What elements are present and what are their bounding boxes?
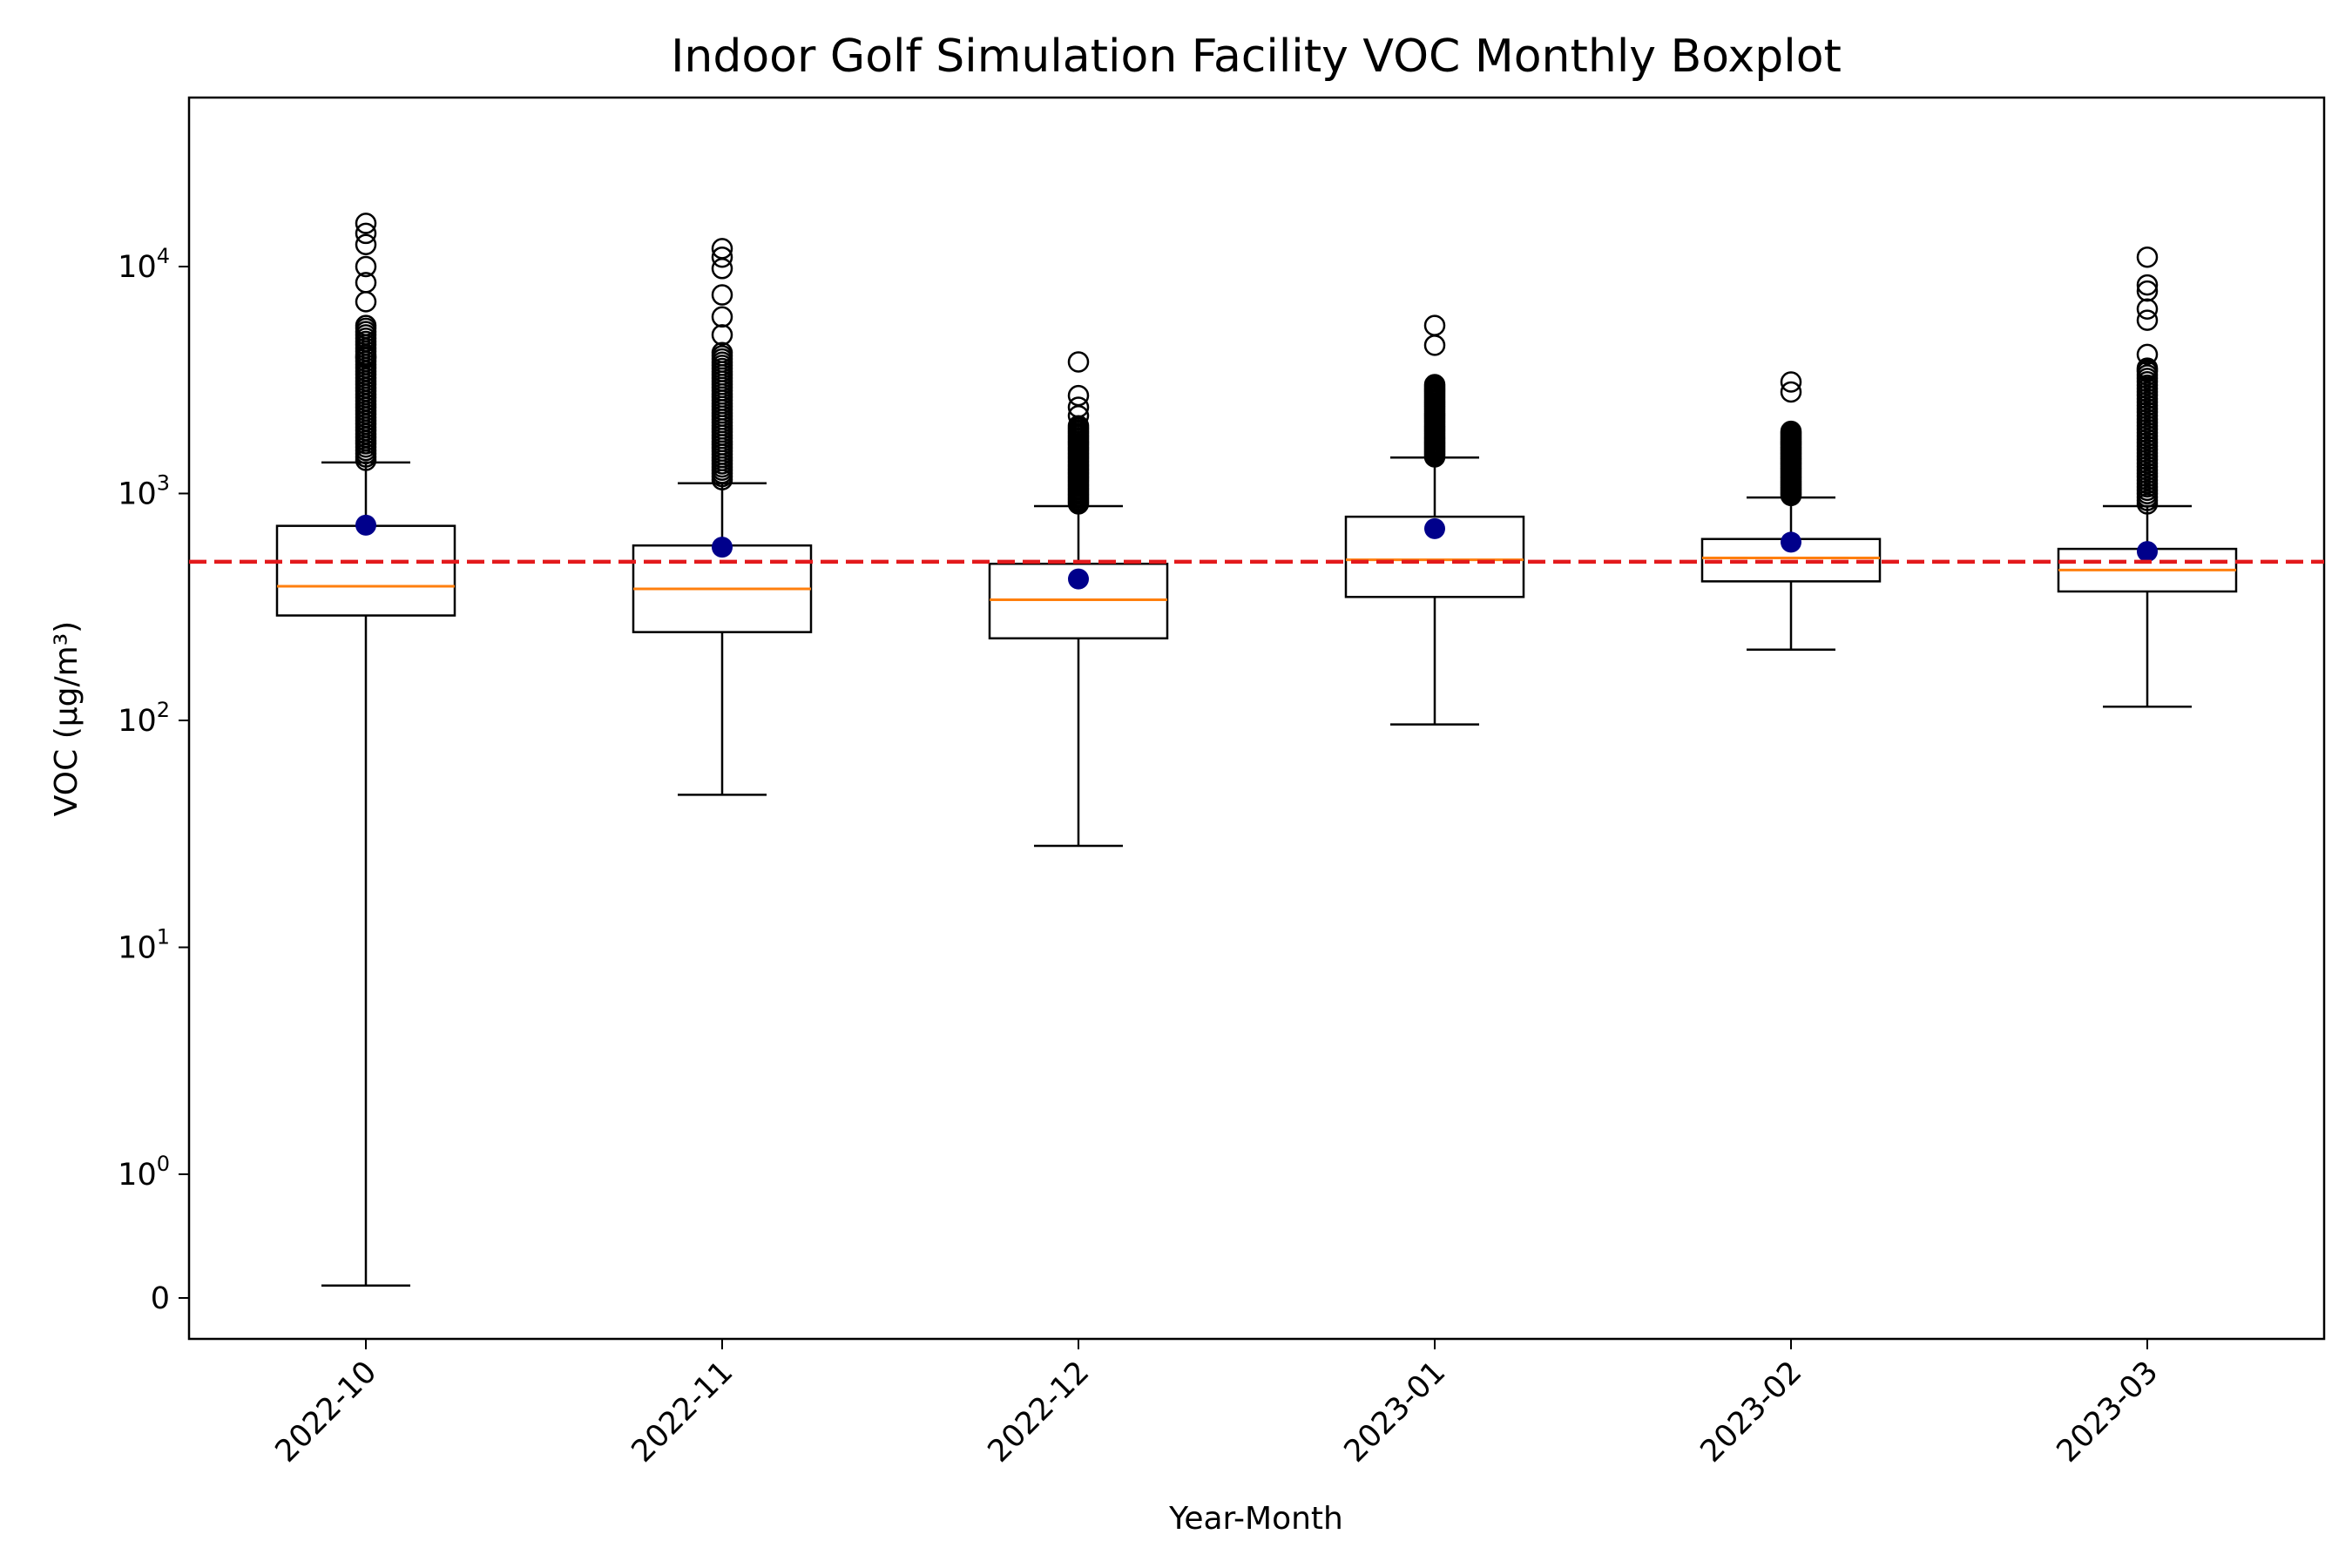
iqr-box [1344,515,1525,598]
y-tick-base: 0 [151,1281,170,1316]
y-tick-exponent: 0 [157,1152,170,1176]
mean-marker [1068,568,1089,590]
plot-frame [187,96,2326,1341]
mean-marker [355,514,376,536]
outlier-point [355,291,377,313]
y-tick-label: 0 [151,1281,170,1316]
outlier-point [355,255,377,278]
outlier-point [711,238,733,260]
outlier-point [2136,343,2159,366]
outlier-point [355,272,377,294]
y-tick-label: 101 [118,925,170,966]
outlier-point [355,222,377,245]
outlier-point [2136,309,2159,331]
box-group-2022-12 [988,351,1169,848]
y-tick-label: 100 [118,1152,170,1193]
y-tick-base: 10 [118,477,157,512]
y-tick-exponent: 1 [157,925,170,950]
y-tick-exponent: 3 [157,471,170,496]
outlier-point [711,258,733,280]
mean-marker [1781,531,1801,553]
outlier-point [1780,381,1802,403]
outlier-point [1780,371,1802,393]
outlier-point [2136,359,2159,382]
y-tick-exponent: 4 [157,244,170,268]
box-group-2023-02 [1700,371,1882,652]
x-axis-label: Year-Month [1168,1501,1343,1537]
outlier-point [1780,420,1802,443]
y-tick-label: 104 [118,244,170,285]
outlier-point [1067,351,1090,373]
outlier-point [1423,314,1446,336]
chart-title: Indoor Golf Simulation Facility VOC Mont… [671,30,1842,83]
mean-marker [2137,541,2158,563]
outlier-point [711,246,733,268]
x-tick-label: 2022-12 [982,1355,1097,1470]
box-group-2022-11 [632,238,813,796]
iqr-box [275,524,456,617]
outlier-point [2136,298,2159,320]
y-tick-label: 102 [118,698,170,739]
outlier-point [711,306,733,328]
x-tick-label: 2022-10 [269,1355,384,1470]
outlier-point [711,324,733,346]
box-group-2022-10 [275,213,456,1288]
outlier-point [355,233,377,256]
outlier-point [1423,374,1446,395]
y-tick-base: 10 [118,1158,157,1193]
y-tick-base: 10 [118,704,157,739]
outlier-point [2136,280,2159,302]
outlier-point [711,341,733,364]
y-tick-base: 10 [118,250,157,285]
outlier-point [1067,384,1090,407]
outlier-point [1423,335,1446,356]
outlier-point [1067,396,1090,418]
x-tick-label: 2023-01 [1338,1355,1453,1470]
outlier-point [711,284,733,306]
outlier-point [355,314,377,336]
y-tick-label: 103 [118,471,170,512]
outlier-point [2136,246,2159,268]
box-group-2023-01 [1344,314,1525,726]
y-axis-label: VOC (µg/m³) [49,621,84,816]
x-tick-label: 2023-03 [2051,1355,2166,1470]
mean-marker [1424,517,1445,539]
y-tick-exponent: 2 [157,698,170,722]
outlier-point [2136,274,2159,296]
y-tick-base: 10 [118,931,157,966]
outlier-point [355,213,377,234]
x-tick-label: 2023-02 [1694,1355,1809,1470]
outlier-point [355,346,377,368]
box-group-2023-03 [2057,246,2238,708]
mean-marker [712,537,733,558]
x-tick-label: 2022-11 [625,1355,740,1470]
